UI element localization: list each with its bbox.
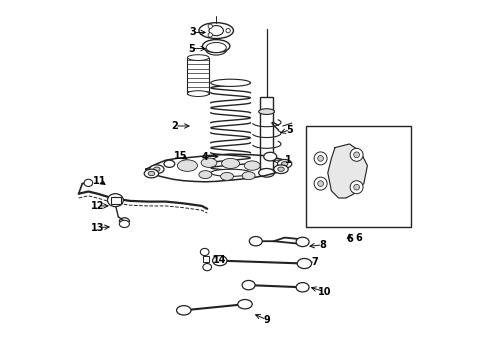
Ellipse shape	[200, 248, 209, 256]
Circle shape	[208, 24, 213, 28]
Ellipse shape	[220, 172, 233, 180]
Ellipse shape	[164, 160, 175, 167]
Ellipse shape	[296, 283, 309, 292]
Ellipse shape	[112, 197, 119, 203]
Text: 5: 5	[287, 125, 294, 135]
Text: 10: 10	[318, 287, 331, 297]
Text: 2: 2	[172, 121, 178, 131]
Ellipse shape	[149, 165, 164, 174]
Ellipse shape	[296, 237, 309, 247]
Text: 14: 14	[213, 255, 226, 265]
Bar	[111, 197, 121, 204]
Ellipse shape	[249, 237, 262, 246]
Ellipse shape	[259, 109, 274, 114]
Text: 5: 5	[188, 44, 195, 54]
Ellipse shape	[211, 79, 250, 86]
Ellipse shape	[213, 256, 227, 266]
Text: 9: 9	[263, 315, 270, 325]
Text: 6: 6	[346, 234, 353, 244]
Ellipse shape	[144, 169, 159, 178]
Text: 3: 3	[190, 27, 196, 37]
Ellipse shape	[245, 161, 260, 170]
Ellipse shape	[297, 258, 312, 269]
Ellipse shape	[148, 171, 155, 176]
Ellipse shape	[176, 306, 191, 315]
Ellipse shape	[318, 181, 323, 186]
Ellipse shape	[281, 162, 288, 166]
Ellipse shape	[314, 152, 327, 165]
Ellipse shape	[187, 91, 209, 96]
Ellipse shape	[221, 158, 240, 168]
Ellipse shape	[314, 177, 327, 190]
Bar	[203, 256, 209, 262]
Bar	[306, 126, 411, 227]
Text: 4: 4	[202, 152, 209, 162]
Ellipse shape	[274, 165, 288, 174]
Ellipse shape	[277, 159, 292, 168]
Ellipse shape	[202, 40, 230, 53]
Text: 1: 1	[285, 155, 292, 165]
Text: 13: 13	[91, 222, 105, 233]
Ellipse shape	[187, 55, 209, 60]
Ellipse shape	[242, 172, 255, 180]
Ellipse shape	[242, 280, 255, 290]
Polygon shape	[328, 144, 368, 198]
Ellipse shape	[264, 152, 277, 161]
Ellipse shape	[206, 42, 226, 53]
Text: 15: 15	[174, 150, 188, 161]
Ellipse shape	[259, 168, 274, 177]
Circle shape	[208, 33, 213, 37]
Text: 7: 7	[312, 257, 318, 267]
Bar	[187, 58, 209, 94]
Ellipse shape	[354, 184, 360, 190]
Ellipse shape	[201, 158, 217, 167]
Ellipse shape	[177, 160, 197, 171]
Ellipse shape	[278, 167, 284, 171]
Polygon shape	[146, 154, 290, 182]
Circle shape	[226, 28, 230, 33]
Ellipse shape	[199, 171, 212, 179]
Bar	[260, 97, 273, 169]
Ellipse shape	[199, 23, 233, 39]
Ellipse shape	[84, 179, 93, 186]
Ellipse shape	[350, 148, 363, 161]
Ellipse shape	[120, 220, 129, 228]
Ellipse shape	[209, 26, 223, 36]
Text: 6: 6	[355, 233, 362, 243]
Ellipse shape	[318, 156, 323, 161]
Ellipse shape	[211, 169, 250, 176]
Ellipse shape	[107, 194, 123, 207]
Ellipse shape	[203, 264, 212, 271]
Text: 12: 12	[91, 201, 105, 211]
Ellipse shape	[350, 181, 363, 194]
Ellipse shape	[153, 167, 160, 171]
Ellipse shape	[354, 152, 360, 158]
Text: 11: 11	[93, 176, 106, 186]
Ellipse shape	[238, 300, 252, 309]
Text: 8: 8	[319, 240, 326, 250]
